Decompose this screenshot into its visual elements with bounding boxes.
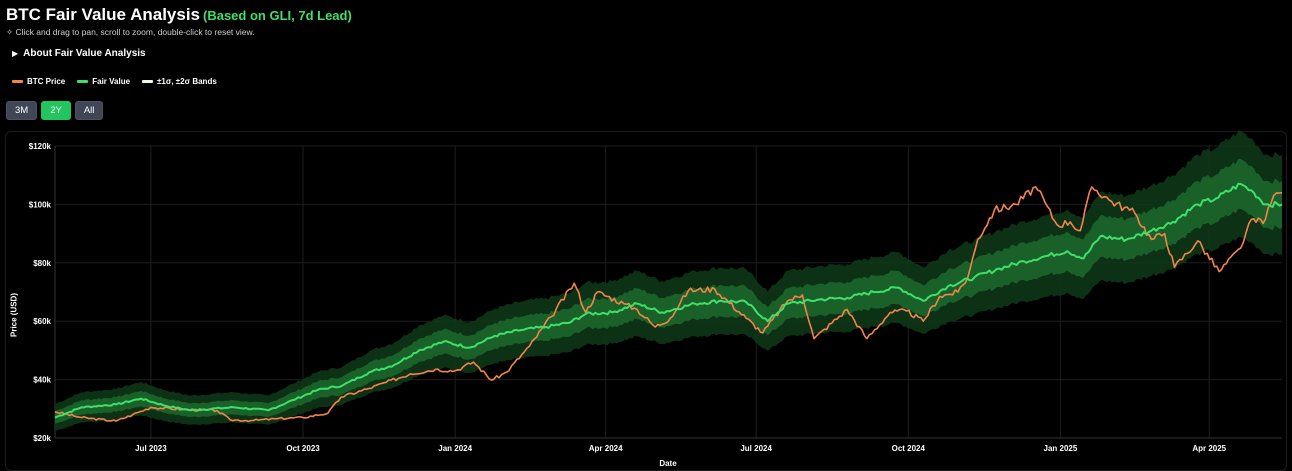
legend-item-fair-value[interactable]: Fair Value — [77, 77, 130, 86]
legend-swatch-btc — [12, 80, 23, 83]
range-button-2y[interactable]: 2Y — [41, 101, 71, 120]
triangle-right-icon: ▶ — [12, 49, 19, 58]
x-tick-label: Jul 2023 — [135, 444, 167, 453]
chart-legend: BTC Price Fair Value ±1σ, ±2σ Bands — [12, 77, 217, 86]
legend-item-bands[interactable]: ±1σ, ±2σ Bands — [142, 77, 217, 86]
page-title: BTC Fair Value Analysis (Based on GLI, 7d… — [6, 5, 352, 25]
x-tick-label: Jan 2024 — [438, 444, 472, 453]
y-tick-label: $40k — [33, 376, 51, 385]
band-2-sigma — [55, 130, 1282, 431]
range-button-3m[interactable]: 3M — [6, 101, 38, 120]
legend-label-btc: BTC Price — [27, 77, 66, 86]
legend-label-fair: Fair Value — [92, 77, 131, 86]
y-tick-label: $100k — [29, 200, 52, 209]
range-selector: 3M 2Y All — [6, 101, 104, 120]
x-tick-label: Oct 2023 — [286, 444, 320, 453]
y-tick-label: $20k — [33, 434, 51, 443]
x-tick-label: Jan 2025 — [1044, 444, 1078, 453]
x-tick-label: Jul 2024 — [740, 444, 772, 453]
x-tick-label: Apr 2024 — [589, 444, 623, 453]
fair-value-line — [54, 182, 1283, 419]
y-axis-label: Price (USD) — [9, 292, 19, 338]
title-text: BTC Fair Value Analysis — [6, 5, 200, 24]
page-subtitle: (Based on GLI, 7d Lead) — [203, 8, 352, 23]
legend-swatch-bands — [142, 80, 154, 83]
about-toggle[interactable]: ▶ About Fair Value Analysis — [12, 48, 146, 59]
interaction-hint: ✧ Click and drag to pan, scroll to zoom,… — [6, 27, 255, 37]
y-tick-label: $80k — [33, 259, 51, 268]
legend-item-btc-price[interactable]: BTC Price — [12, 77, 65, 86]
btc-price-line — [54, 186, 1283, 423]
legend-label-bands: ±1σ, ±2σ Bands — [157, 77, 217, 86]
x-tick-label: Oct 2024 — [892, 444, 926, 453]
legend-swatch-fair — [77, 80, 89, 83]
range-button-all[interactable]: All — [74, 101, 104, 120]
x-axis-label: Date — [659, 459, 677, 468]
y-tick-label: $120k — [29, 142, 52, 151]
y-tick-label: $60k — [33, 317, 51, 326]
about-label: About Fair Value Analysis — [23, 48, 146, 59]
x-tick-label: Apr 2025 — [1192, 444, 1226, 453]
